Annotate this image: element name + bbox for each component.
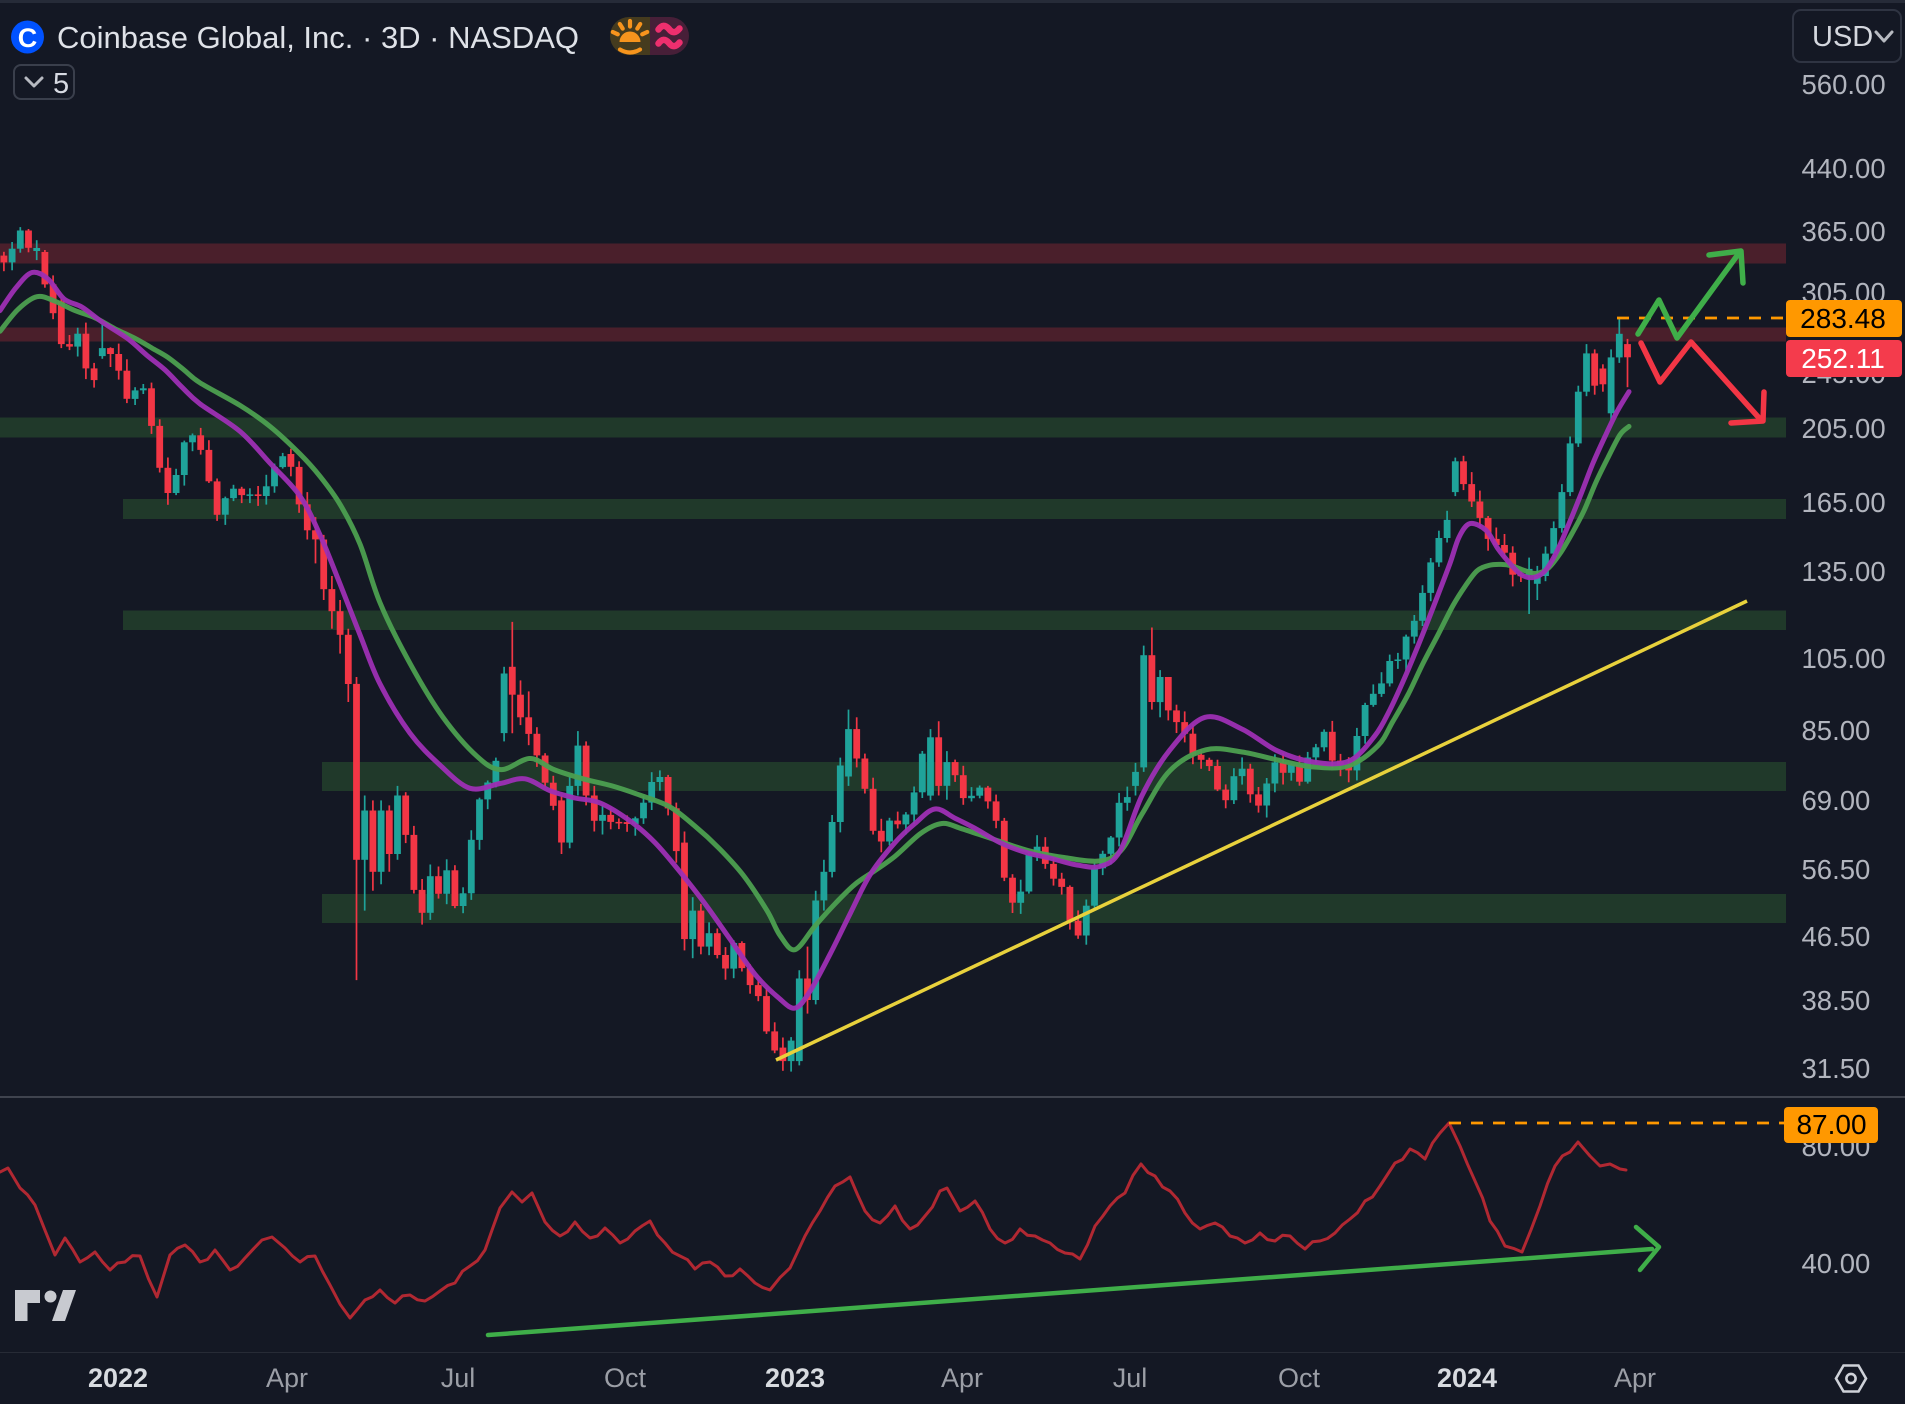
svg-text:USD: USD bbox=[1812, 21, 1873, 53]
svg-text:252.11: 252.11 bbox=[1801, 343, 1885, 374]
svg-text:31.50: 31.50 bbox=[1802, 1053, 1871, 1084]
svg-text:Apr: Apr bbox=[941, 1363, 983, 1393]
svg-text:105.00: 105.00 bbox=[1802, 643, 1886, 674]
svg-text:165.00: 165.00 bbox=[1802, 487, 1886, 518]
svg-text:Apr: Apr bbox=[1614, 1363, 1656, 1393]
svg-text:40.00: 40.00 bbox=[1802, 1248, 1871, 1279]
svg-text:2024: 2024 bbox=[1437, 1363, 1497, 1393]
svg-text:283.48: 283.48 bbox=[1800, 303, 1886, 334]
svg-text:560.00: 560.00 bbox=[1802, 69, 1886, 100]
svg-text:Oct: Oct bbox=[1278, 1363, 1321, 1393]
svg-text:Coinbase Global, Inc. · 3D · N: Coinbase Global, Inc. · 3D · NASDAQ bbox=[57, 20, 579, 55]
svg-text:C: C bbox=[18, 23, 38, 53]
svg-text:2023: 2023 bbox=[765, 1363, 825, 1393]
svg-text:2022: 2022 bbox=[88, 1363, 148, 1393]
svg-text:440.00: 440.00 bbox=[1802, 153, 1886, 184]
svg-text:365.00: 365.00 bbox=[1802, 216, 1886, 247]
svg-text:Apr: Apr bbox=[266, 1363, 308, 1393]
svg-text:Oct: Oct bbox=[604, 1363, 647, 1393]
svg-text:Jul: Jul bbox=[1113, 1363, 1148, 1393]
svg-text:205.00: 205.00 bbox=[1802, 413, 1886, 444]
svg-text:87.00: 87.00 bbox=[1796, 1109, 1866, 1140]
svg-text:135.00: 135.00 bbox=[1802, 556, 1886, 587]
svg-text:56.50: 56.50 bbox=[1802, 854, 1871, 885]
svg-text:38.50: 38.50 bbox=[1802, 985, 1871, 1016]
svg-text:85.00: 85.00 bbox=[1802, 715, 1871, 746]
svg-text:5: 5 bbox=[53, 68, 69, 100]
svg-text:46.50: 46.50 bbox=[1802, 921, 1871, 952]
svg-text:Jul: Jul bbox=[441, 1363, 476, 1393]
svg-text:69.00: 69.00 bbox=[1802, 785, 1871, 816]
